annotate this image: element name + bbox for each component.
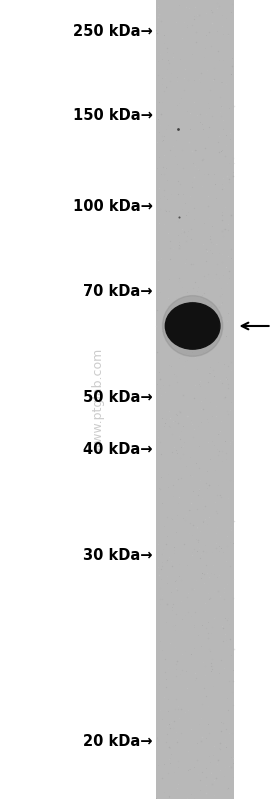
- Ellipse shape: [162, 296, 223, 356]
- Text: 250 kDa→: 250 kDa→: [73, 25, 153, 39]
- Bar: [156, 471, 234, 489]
- Text: 20 kDa→: 20 kDa→: [83, 734, 153, 749]
- Text: 100 kDa→: 100 kDa→: [73, 199, 153, 213]
- Text: 30 kDa→: 30 kDa→: [83, 548, 153, 562]
- Bar: [156, 423, 234, 441]
- Ellipse shape: [165, 303, 220, 349]
- Bar: [156, 551, 234, 569]
- Text: www.ptglab.com: www.ptglab.com: [92, 348, 104, 451]
- Bar: [156, 615, 234, 633]
- Bar: [156, 0, 234, 799]
- Text: 150 kDa→: 150 kDa→: [73, 109, 153, 123]
- Text: 40 kDa→: 40 kDa→: [83, 443, 153, 457]
- Text: 50 kDa→: 50 kDa→: [83, 391, 153, 405]
- Text: 70 kDa→: 70 kDa→: [83, 284, 153, 299]
- Bar: [156, 376, 234, 393]
